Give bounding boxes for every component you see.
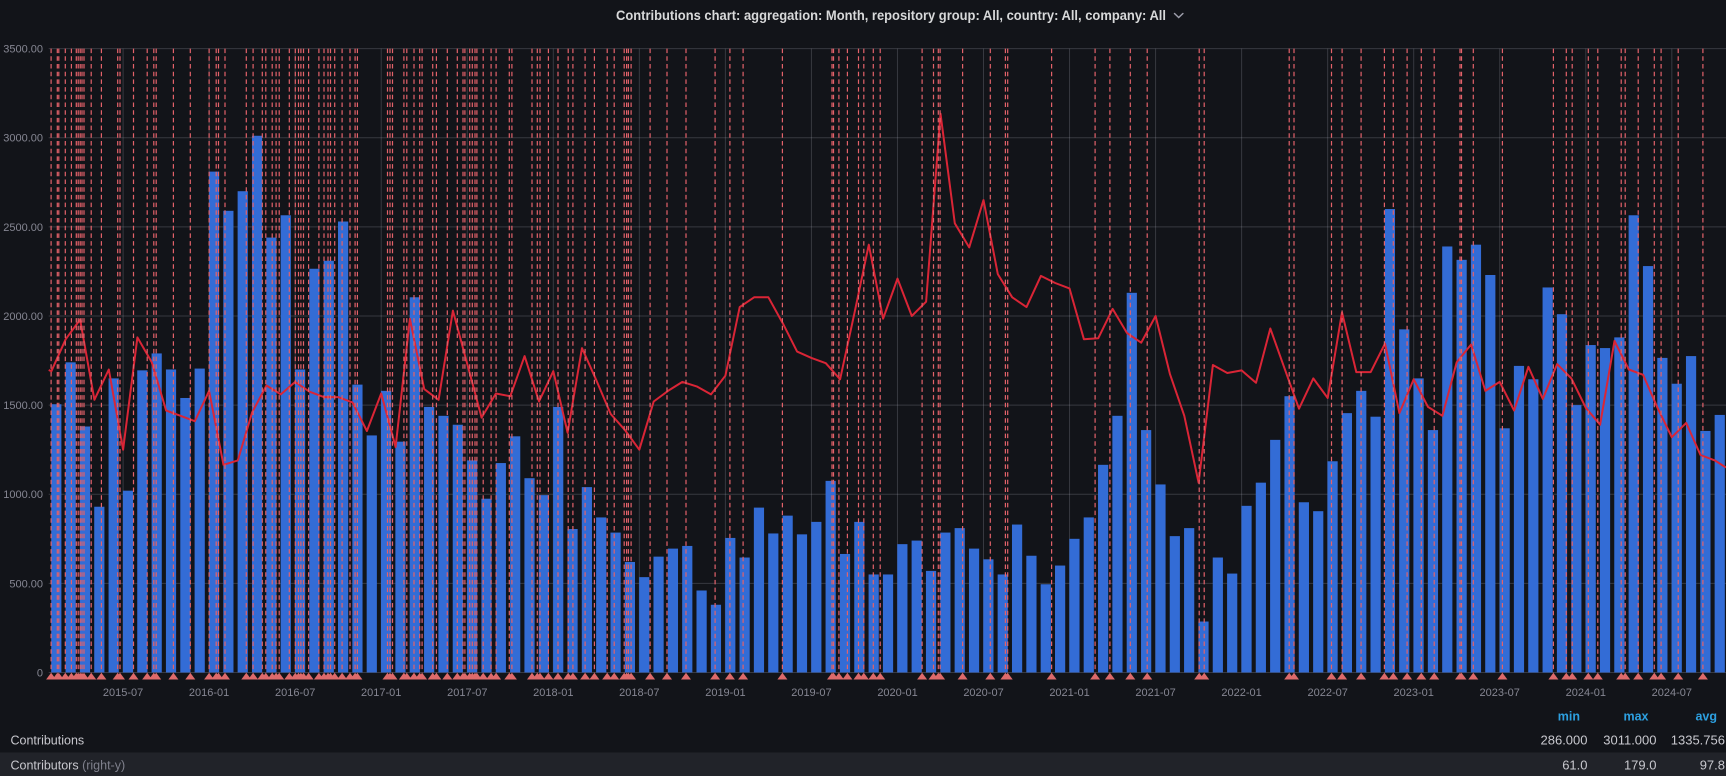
- svg-text:97.8: 97.8: [1700, 758, 1725, 773]
- svg-text:2024-01: 2024-01: [1566, 687, 1606, 699]
- svg-text:179.0: 179.0: [1624, 758, 1657, 773]
- svg-text:2022-01: 2022-01: [1221, 687, 1261, 699]
- svg-text:2020-01: 2020-01: [877, 687, 917, 699]
- svg-text:avg: avg: [1695, 710, 1717, 724]
- svg-text:61.0: 61.0: [1562, 758, 1587, 773]
- svg-text:Contributions: Contributions: [11, 734, 85, 748]
- svg-text:2021-01: 2021-01: [1049, 687, 1089, 699]
- svg-text:2022-07: 2022-07: [1308, 687, 1348, 699]
- svg-text:3000.00: 3000.00: [3, 133, 43, 145]
- svg-text:2016-01: 2016-01: [189, 687, 229, 699]
- svg-text:2018-01: 2018-01: [533, 687, 573, 699]
- svg-text:2021-07: 2021-07: [1135, 687, 1175, 699]
- svg-text:2024-07: 2024-07: [1652, 687, 1692, 699]
- svg-text:2019-01: 2019-01: [705, 687, 745, 699]
- svg-text:Contributors (right-y): Contributors (right-y): [11, 759, 126, 773]
- svg-text:2016-07: 2016-07: [275, 687, 315, 699]
- svg-text:2017-07: 2017-07: [447, 687, 487, 699]
- svg-text:Contributions chart: aggregati: Contributions chart: aggregation: Month,…: [616, 8, 1166, 23]
- svg-text:2500.00: 2500.00: [3, 222, 43, 234]
- svg-text:286.000: 286.000: [1541, 733, 1588, 748]
- svg-text:2018-07: 2018-07: [619, 687, 659, 699]
- svg-text:1000.00: 1000.00: [3, 489, 43, 501]
- svg-text:500.00: 500.00: [9, 578, 43, 590]
- svg-text:2019-07: 2019-07: [791, 687, 831, 699]
- svg-text:2023-01: 2023-01: [1394, 687, 1434, 699]
- svg-text:2017-01: 2017-01: [361, 687, 401, 699]
- svg-text:max: max: [1623, 710, 1648, 724]
- svg-text:1500.00: 1500.00: [3, 400, 43, 412]
- svg-text:2000.00: 2000.00: [3, 311, 43, 323]
- svg-text:2023-07: 2023-07: [1480, 687, 1520, 699]
- svg-text:0: 0: [37, 668, 43, 680]
- svg-text:min: min: [1558, 710, 1580, 724]
- svg-text:3500.00: 3500.00: [3, 44, 43, 56]
- svg-text:2015-07: 2015-07: [103, 687, 143, 699]
- svg-text:3011.000: 3011.000: [1603, 733, 1656, 748]
- svg-text:2020-07: 2020-07: [963, 687, 1003, 699]
- svg-text:1335.756: 1335.756: [1671, 733, 1725, 748]
